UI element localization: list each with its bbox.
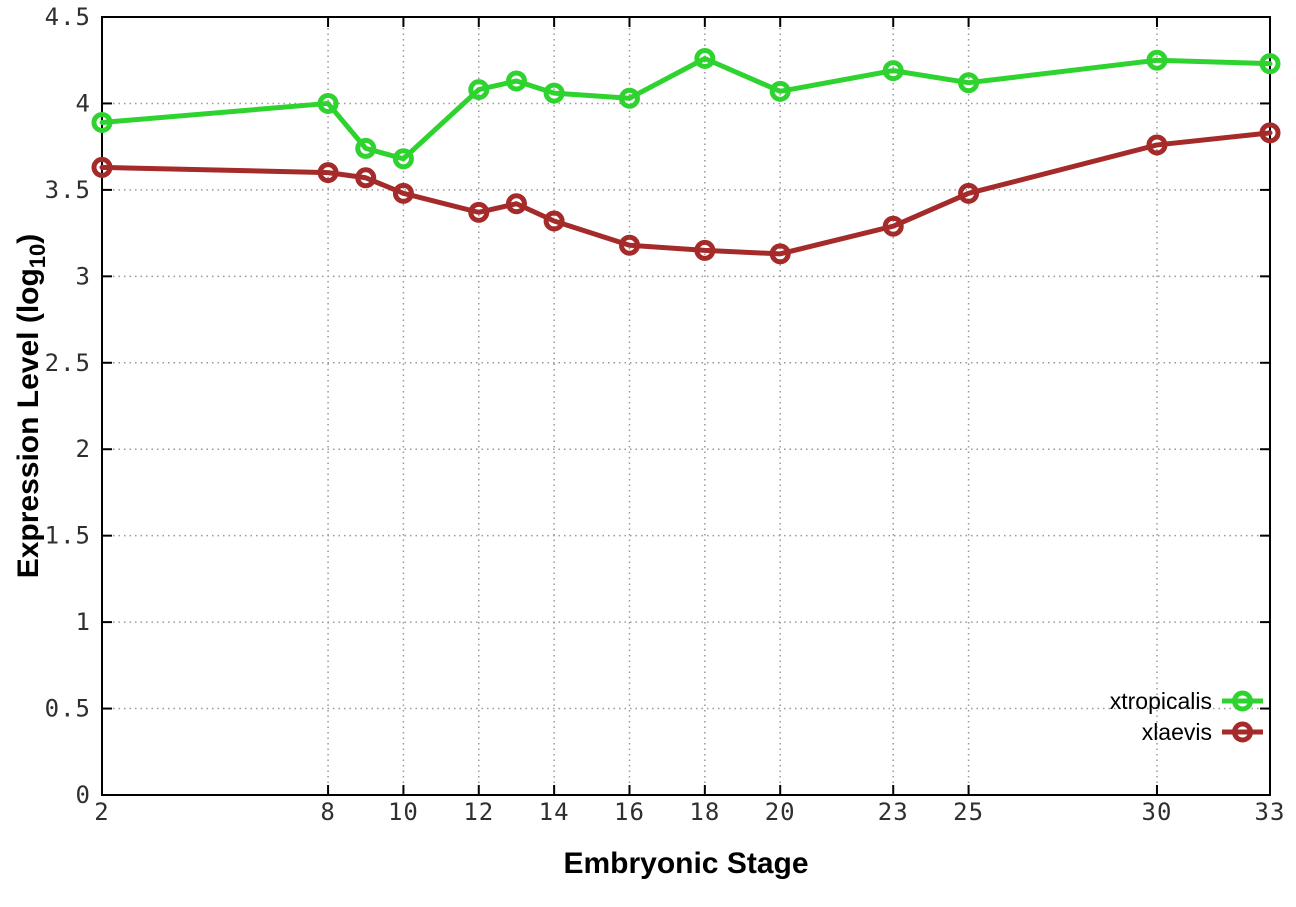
data-point-marker: [505, 70, 527, 92]
x-tick-label: 14: [539, 798, 570, 826]
data-point-marker: [543, 82, 565, 104]
series-markers-xlaevis: [91, 122, 1281, 265]
data-point-marker: [468, 201, 490, 223]
data-point-marker: [882, 215, 904, 237]
axis-ticks: [101, 16, 1271, 796]
data-point-marker: [958, 72, 980, 94]
legend: xtropicalis xlaevis: [1110, 688, 1263, 745]
legend-label-xtropicalis: xtropicalis: [1110, 688, 1212, 714]
data-point-marker: [694, 239, 716, 261]
data-point-marker: [1146, 49, 1168, 71]
data-point-marker: [392, 182, 414, 204]
data-point-marker: [1259, 122, 1281, 144]
data-point-marker: [618, 87, 640, 109]
plot-border: [101, 16, 1271, 796]
data-point-marker: [958, 182, 980, 204]
y-tick-label: 3: [76, 262, 91, 290]
x-tick-label: 30: [1142, 798, 1173, 826]
data-point-marker: [1146, 134, 1168, 156]
y-tick-label: 1.5: [45, 522, 91, 550]
data-point-marker: [468, 79, 490, 101]
data-point-marker: [91, 111, 113, 133]
x-tick-label: 12: [463, 798, 494, 826]
x-tick-label: 33: [1255, 798, 1286, 826]
grid: [102, 17, 1270, 795]
x-tick-label: 25: [953, 798, 984, 826]
y-tick-label: 0: [76, 781, 91, 809]
y-axis-title-part: 10: [25, 244, 50, 268]
y-axis-title-part: Expression Level (log: [12, 268, 45, 578]
y-axis-title: Expression Level (log10): [12, 234, 50, 579]
x-tick-label: 2: [94, 798, 109, 826]
x-tick-label: 20: [765, 798, 796, 826]
data-point-marker: [769, 80, 791, 102]
legend-marker-icon: [1232, 721, 1253, 743]
data-point-marker: [355, 167, 377, 189]
data-point-marker: [392, 148, 414, 170]
y-tick-label: 2: [76, 435, 91, 463]
legend-marker-icon: [1232, 690, 1253, 712]
y-tick-label: 1: [76, 608, 91, 636]
data-point-marker: [355, 137, 377, 159]
data-point-marker: [1259, 53, 1281, 75]
series-markers-xtropicalis: [91, 47, 1281, 170]
x-tick-label: 18: [689, 798, 720, 826]
data-point-marker: [618, 234, 640, 256]
x-tick-label: 8: [320, 798, 335, 826]
data-point-marker: [694, 47, 716, 69]
data-point-marker: [543, 210, 565, 232]
data-point-marker: [505, 193, 527, 215]
y-tick-label: 4.5: [45, 3, 91, 31]
data-point-marker: [91, 156, 113, 178]
data-point-marker: [317, 162, 339, 184]
x-axis-title: Embryonic Stage: [563, 847, 808, 880]
data-point-marker: [769, 243, 791, 265]
x-tick-label: 10: [388, 798, 419, 826]
y-tick-label: 2.5: [45, 349, 91, 377]
data-point-marker: [317, 92, 339, 114]
y-axis-title-part: ): [12, 234, 45, 244]
x-tick-label: 23: [878, 798, 909, 826]
legend-label-xlaevis: xlaevis: [1142, 719, 1212, 745]
x-tick-label: 16: [614, 798, 645, 826]
y-tick-label: 3.5: [45, 176, 91, 204]
data-point-marker: [882, 60, 904, 82]
y-tick-label: 4: [76, 89, 91, 117]
y-tick-label: 0.5: [45, 695, 91, 723]
